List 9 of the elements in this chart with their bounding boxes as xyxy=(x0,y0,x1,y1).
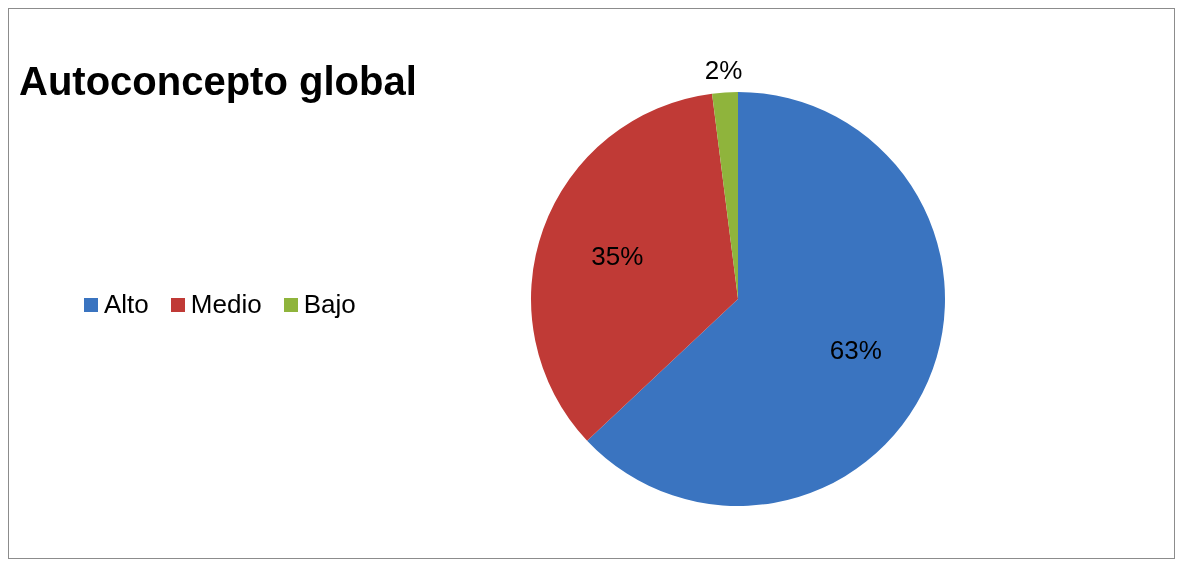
data-label: 63% xyxy=(829,334,882,365)
chart-title: Autoconcepto global xyxy=(19,59,417,104)
data-label: 2% xyxy=(704,55,743,86)
data-label: 35% xyxy=(591,240,644,271)
legend-label: Alto xyxy=(104,289,149,320)
pie-slice xyxy=(587,92,945,506)
legend-label: Medio xyxy=(190,289,262,320)
pie-slice xyxy=(531,93,738,441)
legend-label: Bajo xyxy=(303,289,356,320)
